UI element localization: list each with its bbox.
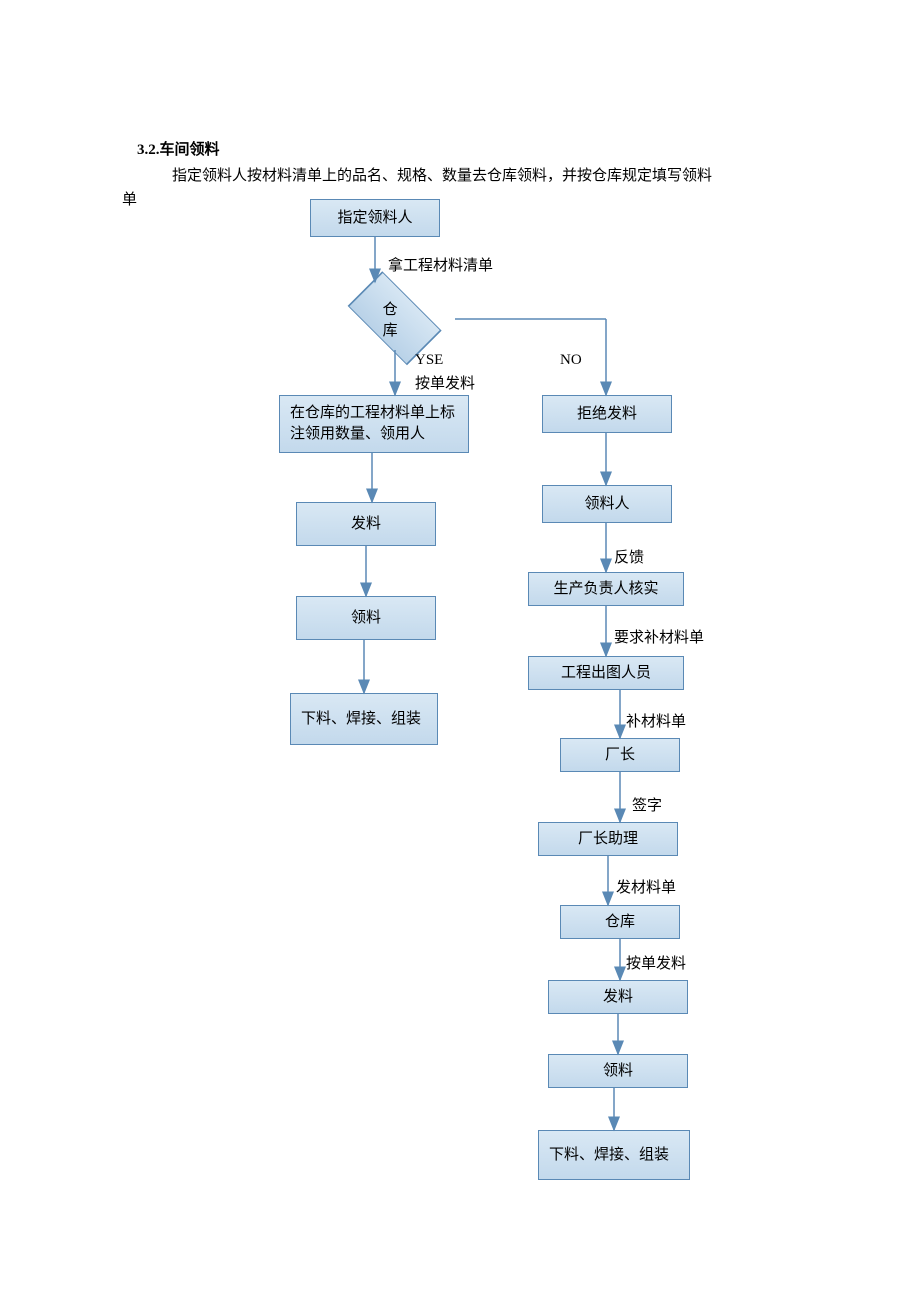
flowchart-node-r2: 领料人 — [542, 485, 672, 523]
edge-label-e7: 签字 — [632, 794, 662, 815]
edge-label-e6: 补材料单 — [626, 710, 686, 731]
flowchart-node-r1: 拒绝发料 — [542, 395, 672, 433]
intro-text-line2: 单 — [122, 188, 137, 212]
flowchart-node-label: 领料 — [603, 1061, 633, 1082]
flowchart-node-label: 工程出图人员 — [561, 663, 651, 684]
flowchart-node-label: 厂长助理 — [578, 829, 638, 850]
flowchart-node-label: 下料、焊接、组装 — [549, 1145, 669, 1166]
flowchart-node-n5: 下料、焊接、组装 — [290, 693, 438, 745]
flowchart-decision-d1: 仓库 — [370, 294, 419, 343]
flowchart-node-r10: 下料、焊接、组装 — [538, 1130, 690, 1180]
flowchart-node-n1: 指定领料人 — [310, 199, 440, 237]
flowchart-page: 3.2.车间领料 指定领料人按材料清单上的品名、规格、数量去仓库领料，并按仓库规… — [0, 0, 920, 1302]
flowchart-node-r3: 生产负责人核实 — [528, 572, 684, 606]
flowchart-node-r9: 领料 — [548, 1054, 688, 1088]
edge-label-e2a: YSE — [415, 352, 443, 369]
flowchart-node-r5: 厂长 — [560, 738, 680, 772]
section-heading: 3.2.车间领料 — [137, 138, 220, 159]
flowchart-node-r8: 发料 — [548, 980, 688, 1014]
flowchart-node-label: 发料 — [603, 987, 633, 1008]
intro-text-line1: 指定领料人按材料清单上的品名、规格、数量去仓库领料，并按仓库规定填写领料 — [172, 164, 712, 188]
flowchart-node-label: 领料 — [351, 608, 381, 629]
flowchart-node-n4: 领料 — [296, 596, 436, 640]
flowchart-node-label: 指定领料人 — [337, 208, 412, 229]
flowchart-node-label: 生产负责人核实 — [553, 579, 658, 600]
edge-label-e3: NO — [560, 352, 582, 369]
flowchart-node-r6: 厂长助理 — [538, 822, 678, 856]
edge-label-e1: 拿工程材料清单 — [388, 254, 493, 275]
flowchart-node-label: 厂长 — [605, 745, 635, 766]
edge-label-e8: 发材料单 — [616, 876, 676, 897]
flowchart-node-label: 在仓库的工程材料单上标注领用数量、领用人 — [290, 403, 458, 445]
edge-label-e5: 要求补材料单 — [614, 626, 704, 647]
flowchart-node-label: 仓库 — [383, 298, 408, 340]
flowchart-node-label: 拒绝发料 — [577, 404, 637, 425]
flowchart-node-r7: 仓库 — [560, 905, 680, 939]
flowchart-node-label: 发料 — [351, 514, 381, 535]
edge-label-e4: 反馈 — [614, 546, 644, 567]
flowchart-node-label: 领料人 — [584, 494, 629, 515]
flowchart-node-n2: 在仓库的工程材料单上标注领用数量、领用人 — [279, 395, 469, 453]
edge-label-e2b: 按单发料 — [415, 372, 475, 393]
flowchart-node-n3: 发料 — [296, 502, 436, 546]
flowchart-node-label: 仓库 — [605, 912, 635, 933]
flowchart-node-label: 下料、焊接、组装 — [301, 709, 421, 730]
edge-label-e9: 按单发料 — [626, 952, 686, 973]
arrows-layer — [0, 0, 920, 1302]
flowchart-node-r4: 工程出图人员 — [528, 656, 684, 690]
